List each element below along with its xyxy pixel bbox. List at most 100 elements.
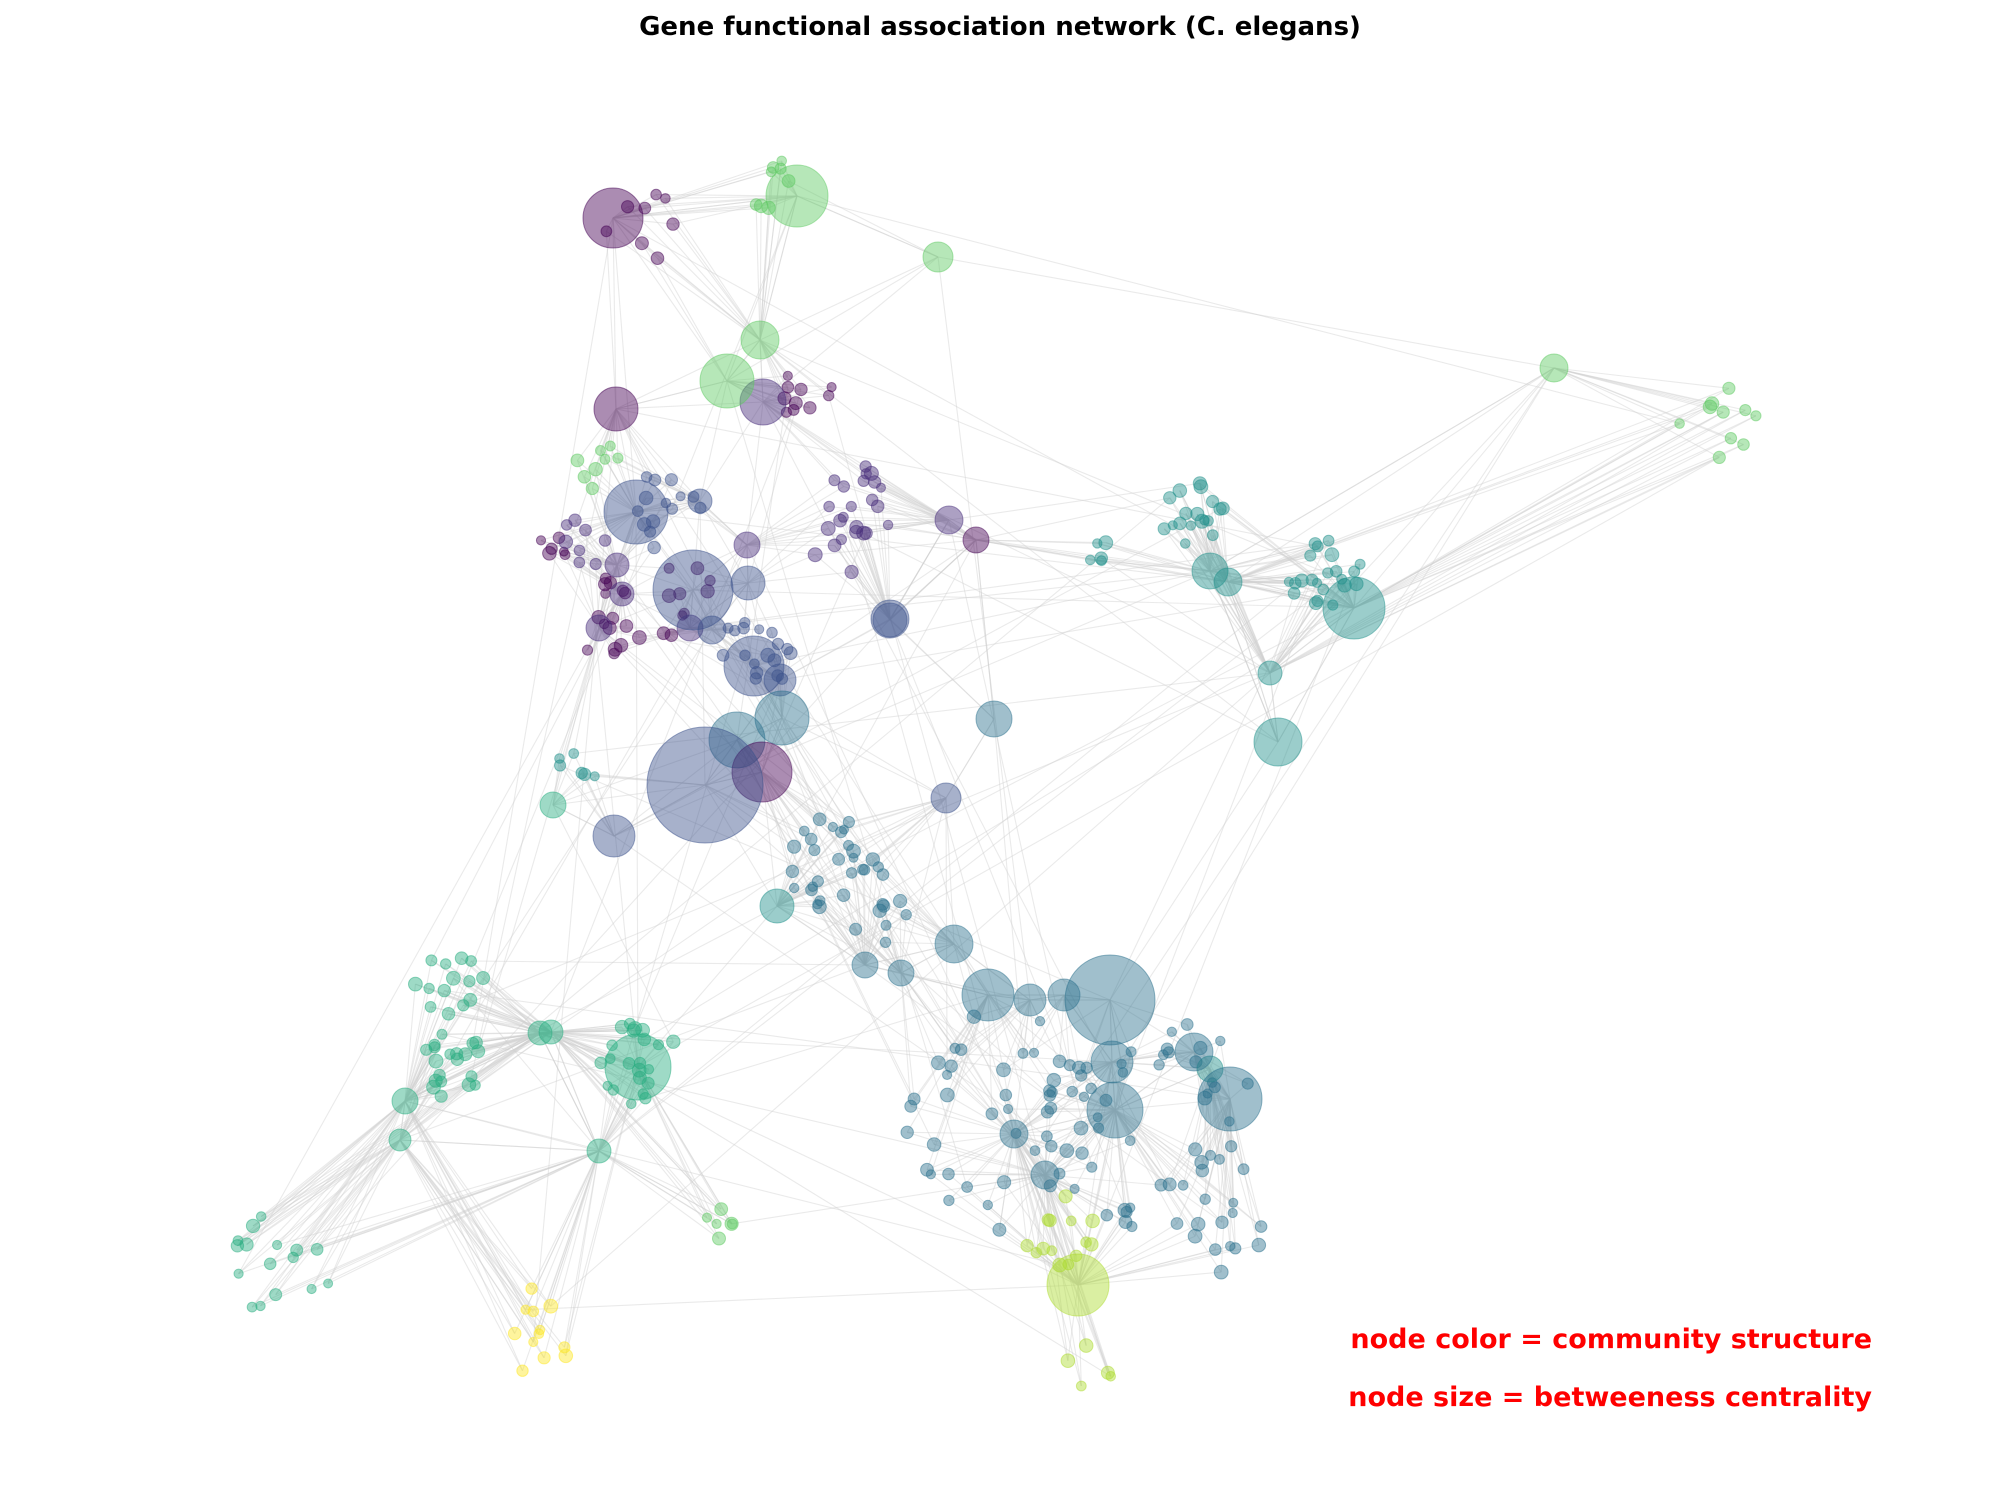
- network-edge: [1207, 1068, 1211, 1094]
- network-node: [900, 909, 912, 921]
- network-edge: [598, 655, 746, 1152]
- network-node: [1225, 1140, 1238, 1153]
- network-node: [708, 711, 766, 769]
- network-edge: [1044, 1174, 1079, 1286]
- network-edge: [260, 1150, 600, 1307]
- network-node: [808, 844, 821, 857]
- network-edge: [1269, 582, 1318, 674]
- network-edge: [550, 1031, 722, 1210]
- network-edge: [759, 207, 770, 341]
- chart-title: Gene functional association network (C. …: [639, 12, 1361, 42]
- network-edge: [559, 764, 1111, 1001]
- network-edge: [1209, 1068, 1260, 1246]
- network-node: [1043, 1089, 1057, 1102]
- network-edge: [1077, 1235, 1196, 1286]
- network-edge: [1029, 999, 1035, 1053]
- network-edge: [776, 826, 834, 907]
- network-node: [716, 648, 730, 662]
- network-edge: [689, 627, 735, 632]
- network-edge: [616, 564, 627, 627]
- network-edge: [1227, 581, 1355, 609]
- network-edge: [679, 589, 694, 595]
- network-edge: [399, 1100, 406, 1141]
- network-edge: [711, 629, 769, 656]
- network-node: [1160, 1042, 1174, 1056]
- network-edge: [615, 408, 1053, 1093]
- network-edge: [539, 1023, 630, 1034]
- network-edge: [1229, 1098, 1260, 1246]
- network-edge: [864, 859, 874, 966]
- network-node: [664, 628, 679, 643]
- network-edge: [612, 217, 617, 410]
- network-edge: [1207, 520, 1229, 583]
- network-edge: [404, 1049, 427, 1102]
- network-edge: [692, 589, 713, 631]
- network-node: [1059, 1143, 1075, 1158]
- network-edge: [252, 1139, 401, 1227]
- network-node: [1117, 1202, 1132, 1218]
- network-edge: [1193, 1051, 1206, 1099]
- network-edge: [987, 994, 1035, 1054]
- network-node: [290, 1243, 304, 1257]
- network-edge: [811, 889, 866, 966]
- network-edge: [615, 408, 672, 481]
- network-node: [656, 626, 671, 641]
- network-node: [1322, 534, 1335, 547]
- network-edge: [1071, 1061, 1113, 1092]
- network-edge: [819, 906, 902, 974]
- network-edge: [606, 230, 761, 341]
- network-node: [1052, 1257, 1068, 1273]
- network-edge: [635, 511, 651, 533]
- network-edge: [615, 408, 637, 513]
- network-edge: [1209, 570, 1279, 743]
- network-node: [870, 499, 885, 514]
- network-edge: [812, 886, 902, 974]
- network-edge: [1203, 519, 1229, 583]
- network-edge: [753, 665, 781, 681]
- network-node: [832, 852, 846, 866]
- network-edge: [697, 544, 748, 569]
- network-edge: [539, 1032, 639, 1068]
- network-edge: [1203, 519, 1271, 674]
- network-edge: [776, 900, 821, 907]
- network-edge: [1227, 581, 1271, 674]
- network-edge: [439, 1032, 541, 1076]
- network-node: [1308, 537, 1322, 551]
- network-edge: [788, 180, 798, 197]
- network-node: [944, 1059, 958, 1073]
- network-node: [1722, 381, 1736, 395]
- network-edge: [877, 505, 950, 521]
- network-node: [798, 825, 810, 837]
- network-edge: [1105, 542, 1229, 583]
- network-edge: [609, 564, 618, 583]
- network-edge: [829, 505, 950, 521]
- network-node: [1254, 1220, 1268, 1233]
- network-edge: [637, 1066, 733, 1225]
- network-edge: [579, 561, 618, 566]
- network-edge: [1332, 604, 1355, 609]
- network-edge: [864, 900, 901, 966]
- network-edge: [1114, 1109, 1234, 1204]
- network-node: [1194, 1155, 1209, 1170]
- network-node: [1737, 438, 1750, 451]
- network-node: [1216, 501, 1230, 516]
- network-edge: [525, 1150, 600, 1310]
- network-edge: [1353, 409, 1746, 609]
- network-edge: [604, 408, 617, 460]
- network-edge: [1227, 406, 1711, 583]
- network-edge: [1553, 367, 1713, 405]
- network-edge: [598, 1150, 732, 1225]
- network-node: [1080, 1061, 1093, 1074]
- network-edge: [616, 564, 1015, 1135]
- network-node: [528, 1336, 539, 1348]
- network-edge: [594, 775, 706, 786]
- network-edge: [1269, 600, 1318, 674]
- network-edge: [1114, 1109, 1196, 1237]
- network-edge: [709, 580, 713, 631]
- network-edge: [646, 497, 701, 502]
- network-edge: [998, 1133, 1015, 1230]
- network-edge: [1553, 367, 1680, 425]
- network-edge: [1553, 367, 1724, 413]
- network-node: [766, 161, 780, 174]
- network-node: [437, 983, 451, 998]
